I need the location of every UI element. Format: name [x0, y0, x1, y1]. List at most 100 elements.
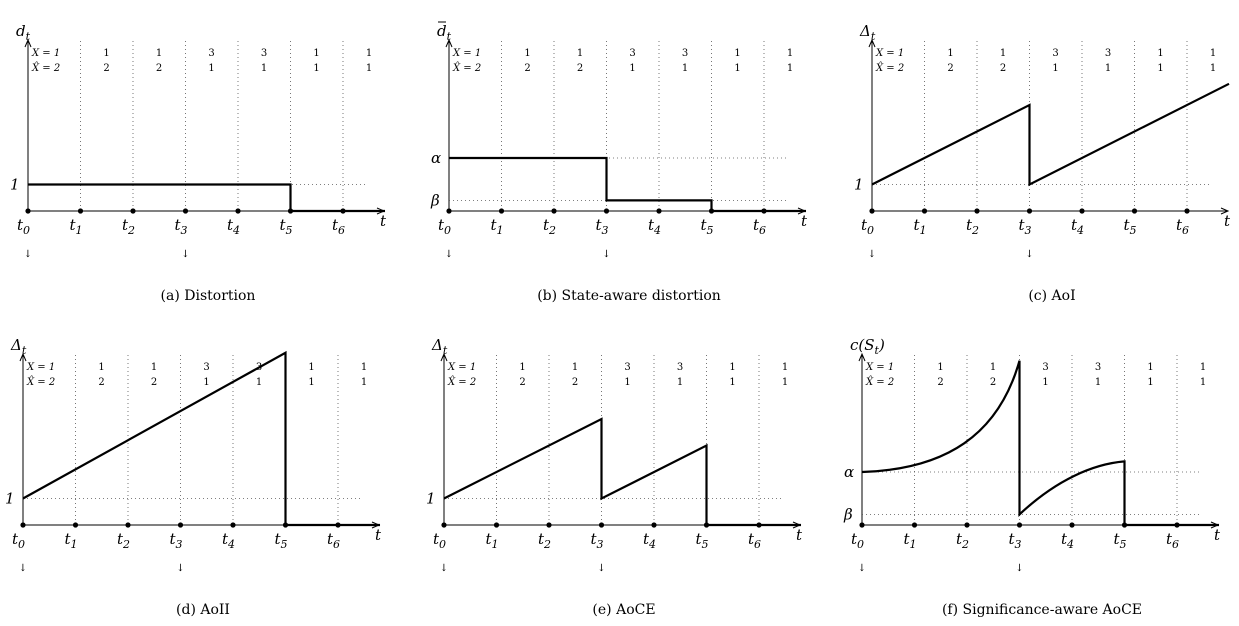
x-tick-label: t5: [280, 216, 293, 237]
y-axis-arrowhead: [445, 38, 453, 48]
y-tick-label: β: [430, 191, 440, 209]
x-tick-label-subscript: 1: [920, 224, 927, 237]
panel-caption: (b) State-aware distortion: [537, 288, 721, 304]
x-tick-label-subscript: 5: [1130, 224, 1137, 237]
x-tick-dot: [130, 208, 136, 214]
y-axis-label-subscript: t: [875, 344, 880, 357]
x-tick-label: t4: [643, 530, 656, 551]
x-tick-label-subscript: 2: [548, 224, 556, 237]
x-tick-label-subscript: 2: [122, 538, 130, 551]
x-tick-label-subscript: 3: [597, 538, 604, 551]
state-x-value: 1: [734, 48, 740, 59]
x-tick-label-subscript: 0: [439, 538, 446, 551]
x-tick-label: t1: [70, 216, 83, 237]
state-xhat-value: 1: [1210, 63, 1216, 74]
y-axis-label: Δt: [10, 336, 27, 357]
y-axis-label-subscript: t: [447, 30, 452, 43]
x-tick-dot: [974, 208, 980, 214]
y-tick-label: 1: [10, 176, 20, 194]
y-tick-label: 1: [854, 176, 864, 194]
state-xhat-value: 1: [261, 63, 267, 74]
down-arrow-marker: ↓: [597, 563, 605, 574]
x-tick-label: t6: [753, 216, 766, 237]
state-x-value: 1: [313, 48, 319, 59]
state-xhat-value: 2: [519, 377, 525, 388]
state-row-label-xhat: X̂ = 2: [31, 62, 60, 74]
x-tick-dot: [656, 208, 662, 214]
down-arrow-marker: ↓: [440, 563, 448, 574]
x-tick-dot: [335, 522, 341, 528]
y-tick-label: 1: [5, 490, 15, 508]
x-axis-label: t: [380, 212, 387, 230]
x-tick-label-subscript: 0: [867, 224, 874, 237]
x-tick-label: t0: [861, 216, 874, 237]
x-tick-dot: [603, 208, 610, 214]
y-axis-label: dt: [16, 22, 31, 43]
y-axis-arrowhead: [24, 38, 32, 48]
x-tick-label: t2: [538, 530, 551, 551]
y-axis-arrowhead: [868, 38, 876, 48]
y-axis-arrowhead: [440, 352, 448, 362]
x-tick-dot: [182, 208, 189, 214]
x-tick-dot: [446, 208, 452, 214]
state-row-label-x: X = 1: [865, 362, 894, 373]
x-tick-label: t5: [275, 530, 288, 551]
state-x-value: 1: [98, 362, 104, 373]
y-axis-label: dt: [437, 22, 452, 43]
state-x-value: 1: [1147, 362, 1153, 373]
x-tick-label: t0: [438, 216, 451, 237]
state-xhat-value: 2: [151, 377, 157, 388]
state-xhat-value: 1: [729, 377, 735, 388]
state-x-value: 3: [261, 48, 267, 59]
y-tick-label: β: [843, 505, 853, 523]
state-x-value: 1: [1200, 362, 1206, 373]
panel-caption: (c) AoI: [1028, 288, 1075, 304]
curve-aoii: [22, 350, 380, 527]
state-xhat-value: 1: [629, 63, 635, 74]
x-tick-dot: [859, 522, 865, 528]
state-xhat-value: 2: [572, 377, 578, 388]
x-tick-label: t3: [1019, 216, 1032, 237]
x-tick-dot: [493, 522, 500, 528]
state-x-value: 1: [524, 48, 530, 59]
state-x-value: 1: [787, 48, 793, 59]
x-axis-label: t: [375, 526, 382, 544]
state-x-value: 1: [1000, 48, 1006, 59]
x-tick-dot: [964, 522, 970, 528]
x-tick-dot: [1026, 208, 1033, 214]
x-tick-dot: [235, 208, 241, 214]
y-axis-label: Δt: [431, 336, 448, 357]
x-tick-dot: [546, 522, 552, 528]
state-xhat-value: 1: [1105, 63, 1111, 74]
x-tick-label: t4: [648, 216, 661, 237]
y-axis-label-subscript: t: [443, 344, 448, 357]
state-xhat-value: 1: [782, 377, 788, 388]
down-arrow-marker: ↓: [868, 249, 876, 260]
state-x-value: 3: [1105, 48, 1111, 59]
state-xhat-value: 1: [308, 377, 314, 388]
x-tick-label: t2: [966, 216, 979, 237]
x-tick-dot: [1174, 522, 1180, 528]
x-tick-dot: [25, 208, 31, 214]
x-tick-label-subscript: 3: [176, 538, 183, 551]
x-tick-label-subscript: 4: [232, 224, 240, 237]
x-tick-label: t4: [1071, 216, 1084, 237]
y-axis-arrowhead: [858, 352, 866, 362]
x-tick-label: t5: [701, 216, 714, 237]
x-tick-label: t1: [486, 530, 499, 551]
x-tick-dot: [77, 208, 84, 214]
state-row-label-xhat: X̂ = 2: [26, 376, 55, 388]
state-x-value: 1: [947, 48, 953, 59]
x-tick-label-subscript: 0: [857, 538, 864, 551]
x-tick-label: t0: [433, 530, 446, 551]
x-tick-dot: [756, 522, 762, 528]
state-x-value: 1: [729, 362, 735, 373]
x-tick-dot: [1016, 522, 1023, 528]
x-tick-label: t0: [17, 216, 30, 237]
x-tick-dot: [651, 522, 657, 528]
x-tick-label-subscript: 2: [971, 224, 979, 237]
x-tick-label-subscript: 6: [1182, 224, 1189, 237]
state-x-value: 1: [1210, 48, 1216, 59]
